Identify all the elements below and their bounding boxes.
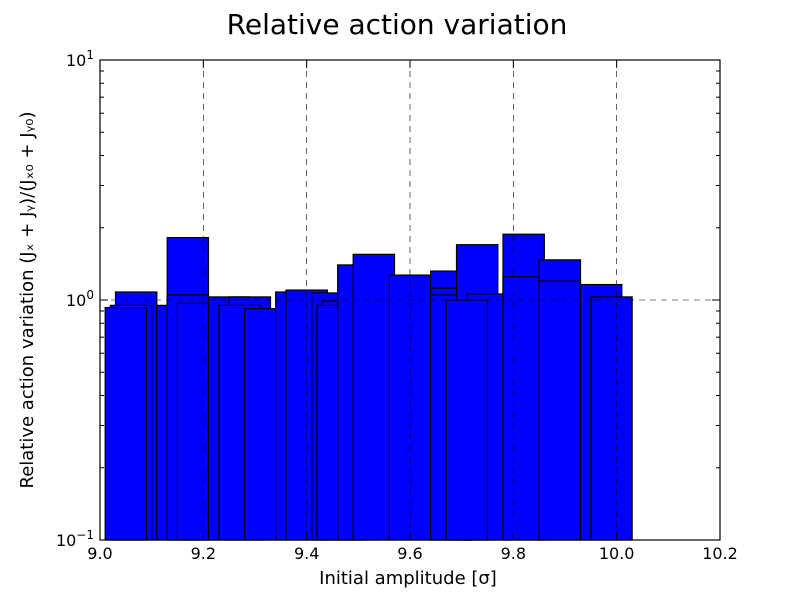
x-tick-label-2: 9.4 — [294, 544, 319, 563]
x-tick-label-4: 9.8 — [501, 544, 526, 563]
y-tick-label-0: 10−1 — [56, 528, 94, 550]
bar-24 — [445, 299, 489, 541]
bar-2 — [104, 306, 148, 541]
y-tick-label-2: 101 — [66, 48, 94, 70]
x-tick-label-0: 9.0 — [87, 544, 112, 563]
y-axis-label: Relative action variation (Jₓ + Jᵧ)/(Jₓ₀… — [17, 111, 38, 488]
x-tick-label-3: 9.6 — [397, 544, 422, 563]
x-tick-label-6: 10.2 — [702, 544, 738, 563]
bar-group — [104, 233, 633, 541]
chart-title: Relative action variation — [227, 8, 568, 41]
bar-30 — [590, 296, 633, 541]
x-tick-label-5: 10.0 — [599, 544, 635, 563]
x-tick-label-1: 9.2 — [191, 544, 216, 563]
grid-lines — [100, 60, 720, 540]
bar-18 — [388, 274, 432, 541]
bar-26 — [502, 276, 545, 541]
x-axis-label: Initial amplitude [σ] — [319, 568, 497, 589]
x-ticks: 9.0 9.2 9.4 9.6 9.8 10.0 10.2 — [87, 60, 738, 563]
bar-28 — [538, 280, 582, 541]
bar-17 — [352, 253, 396, 541]
y-ticks: 10−1 100 101 — [56, 48, 720, 550]
y-tick-label-1: 100 — [66, 288, 94, 310]
